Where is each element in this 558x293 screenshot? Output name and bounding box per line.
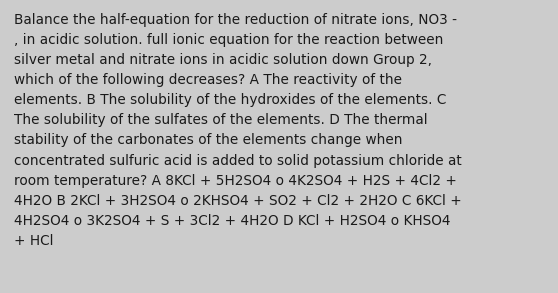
- Text: Balance the half-equation for the reduction of nitrate ions, NO3 -
, in acidic s: Balance the half-equation for the reduct…: [14, 13, 461, 248]
